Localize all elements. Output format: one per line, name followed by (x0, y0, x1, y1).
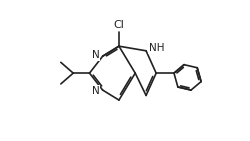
Text: N: N (92, 86, 99, 96)
Text: N: N (92, 50, 99, 60)
Text: Cl: Cl (113, 20, 124, 30)
Text: NH: NH (148, 43, 164, 53)
